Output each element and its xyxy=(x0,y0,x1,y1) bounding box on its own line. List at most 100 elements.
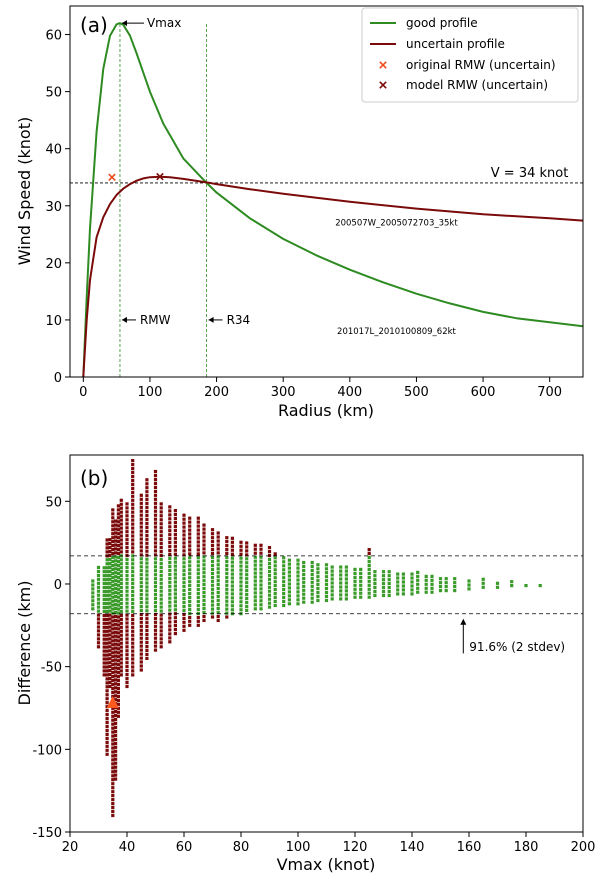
scatter-point xyxy=(111,655,115,659)
scatter-point xyxy=(173,540,177,544)
scatter-point xyxy=(239,604,243,608)
scatter-point xyxy=(111,516,115,520)
scatter-point xyxy=(139,652,143,656)
scatter-point xyxy=(302,560,306,565)
scatter-point xyxy=(410,584,414,588)
scatter-point xyxy=(196,595,200,600)
scatter-point xyxy=(282,592,286,596)
scatter-point xyxy=(116,579,120,583)
scatter-point xyxy=(273,560,277,564)
scatter-point xyxy=(302,572,306,576)
scatter-point xyxy=(102,601,106,606)
scatter-column xyxy=(202,523,206,622)
scatter-point xyxy=(108,589,112,593)
scatter-point xyxy=(168,505,172,509)
panel-b-y-tick-label: 50 xyxy=(45,495,62,510)
scatter-point xyxy=(105,637,109,641)
scatter-point xyxy=(339,597,343,601)
panel-a-x-tick-label: 600 xyxy=(471,385,496,400)
scatter-point xyxy=(202,547,206,551)
scatter-point xyxy=(273,576,277,580)
scatter-column xyxy=(453,577,457,593)
scatter-point xyxy=(453,581,457,585)
scatter-point xyxy=(230,584,234,588)
panel-a-y-tick-label: 30 xyxy=(45,200,62,215)
scatter-point xyxy=(114,765,118,769)
scatter-point xyxy=(111,794,115,798)
legend-label: original RMW (uncertain) xyxy=(406,58,556,72)
scatter-point xyxy=(316,583,320,587)
scatter-point xyxy=(153,533,158,537)
scatter-point xyxy=(108,629,112,633)
scatter-point xyxy=(168,568,172,572)
scatter-point xyxy=(168,608,172,612)
scatter-point xyxy=(105,748,109,752)
scatter-point xyxy=(230,544,234,548)
panel-b-x-tick-label: 120 xyxy=(343,840,368,855)
scatter-point xyxy=(116,651,120,655)
scatter-point xyxy=(373,582,377,586)
scatter-point xyxy=(316,563,320,567)
scatter-point xyxy=(196,528,200,532)
scatter-point xyxy=(230,556,234,560)
scatter-point xyxy=(282,560,286,564)
legend-label: uncertain profile xyxy=(406,37,505,51)
scatter-point xyxy=(105,736,109,740)
scatter-point xyxy=(267,585,272,589)
scatter-point xyxy=(373,593,377,598)
scatter-point xyxy=(373,590,377,594)
scatter-point xyxy=(225,563,229,568)
scatter-point xyxy=(239,576,243,580)
scatter-point xyxy=(125,593,129,597)
scatter-point xyxy=(96,585,101,589)
scatter-point xyxy=(153,505,158,509)
scatter-point xyxy=(111,567,115,571)
scatter-point xyxy=(111,627,115,631)
scatter-point xyxy=(196,560,200,564)
scatter-point xyxy=(111,663,115,667)
scatter-point xyxy=(108,665,112,669)
scatter-point xyxy=(96,613,101,617)
scatter-point xyxy=(153,537,158,541)
scatter-point xyxy=(131,498,135,502)
scatter-point xyxy=(114,710,118,714)
scatter-point xyxy=(119,637,123,641)
scatter-point xyxy=(353,583,357,587)
scatter-point xyxy=(116,663,120,667)
scatter-point xyxy=(188,572,192,576)
scatter-point xyxy=(119,665,123,669)
scatter-point xyxy=(116,532,120,536)
scatter-point xyxy=(168,624,172,628)
scatter-point xyxy=(125,597,129,601)
scatter-point xyxy=(131,506,135,510)
scatter-point xyxy=(153,493,158,497)
scatter-point xyxy=(116,710,120,714)
scatter-point xyxy=(116,655,120,659)
scatter-point xyxy=(111,548,115,552)
scatter-point xyxy=(116,595,120,599)
scatter-point xyxy=(173,509,177,513)
scatter-point xyxy=(173,552,177,556)
scatter-point xyxy=(96,565,101,569)
scatter-point xyxy=(216,594,220,599)
scatter-point xyxy=(173,520,177,525)
scatter-point xyxy=(119,669,123,673)
scatter-point xyxy=(253,599,257,603)
scatter-point xyxy=(91,607,95,611)
scatter-point xyxy=(108,684,112,689)
scatter-point xyxy=(131,669,135,673)
scatter-point xyxy=(196,540,200,544)
scatter-point xyxy=(453,589,457,593)
scatter-point xyxy=(373,570,377,574)
scatter-point xyxy=(196,588,200,592)
scatter-point xyxy=(202,523,206,527)
scatter-point xyxy=(253,567,257,571)
scatter-column xyxy=(253,543,257,611)
scatter-point xyxy=(410,576,414,580)
scatter-point xyxy=(131,673,135,677)
scatter-point xyxy=(145,648,149,652)
scatter-column xyxy=(216,531,220,622)
scatter-point xyxy=(131,625,135,629)
scatter-point xyxy=(145,617,149,621)
scatter-point xyxy=(139,553,143,557)
